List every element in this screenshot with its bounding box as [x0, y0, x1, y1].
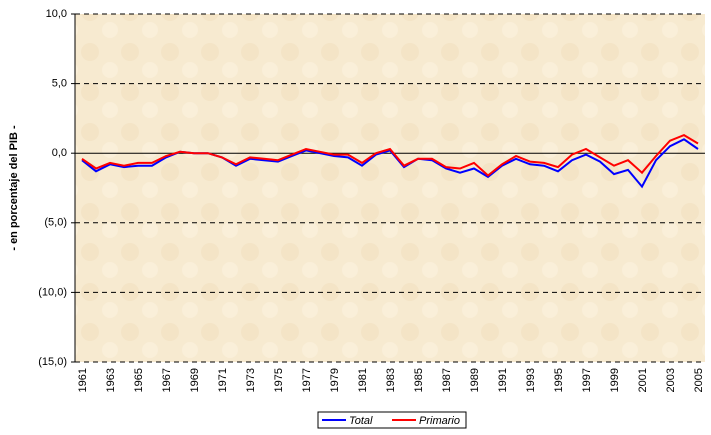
x-tick-label: 1979	[329, 368, 341, 392]
x-tick-label: 1987	[441, 368, 453, 392]
legend-label: Primario	[419, 415, 460, 427]
legend-label: Total	[349, 415, 373, 427]
x-tick-label: 1973	[245, 368, 257, 392]
y-tick-label: 5,0	[52, 78, 67, 90]
x-tick-label: 1983	[385, 368, 397, 392]
x-tick-label: 1965	[133, 368, 145, 392]
line-series	[81, 133, 699, 177]
plot-area	[75, 14, 705, 362]
y-tick-label: (5,0)	[44, 217, 67, 229]
x-tick-label: 1975	[273, 368, 285, 392]
x-tick-label: 1997	[581, 368, 593, 392]
x-tick-label: 1967	[161, 368, 173, 392]
x-tick-label: 1999	[609, 368, 621, 392]
y-tick-label: 0,0	[52, 147, 67, 159]
x-tick-label: 2001	[637, 368, 649, 392]
x-tick-label: 1991	[497, 368, 509, 392]
x-tick-label: 1981	[357, 368, 369, 392]
x-tick-label: 1977	[301, 368, 313, 392]
x-tick-label: 2003	[665, 368, 677, 392]
x-tick-label: 1963	[105, 368, 117, 392]
x-tick-label: 1993	[525, 368, 537, 392]
y-tick-label: (15,0)	[38, 356, 67, 368]
x-tick-label: 1985	[413, 368, 425, 392]
y-tick-label: 10,0	[46, 8, 67, 20]
y-tick-label: (10,0)	[38, 286, 67, 298]
x-tick-label: 1989	[469, 368, 481, 392]
x-tick-label: 1971	[217, 368, 229, 392]
x-tick-label: 1961	[77, 368, 89, 392]
x-tick-label: 1995	[553, 368, 565, 392]
x-tick-label: 1969	[189, 368, 201, 392]
x-tick-label: 2005	[693, 368, 705, 392]
y-axis-label: - en porcentaje del PIB -	[8, 125, 20, 251]
